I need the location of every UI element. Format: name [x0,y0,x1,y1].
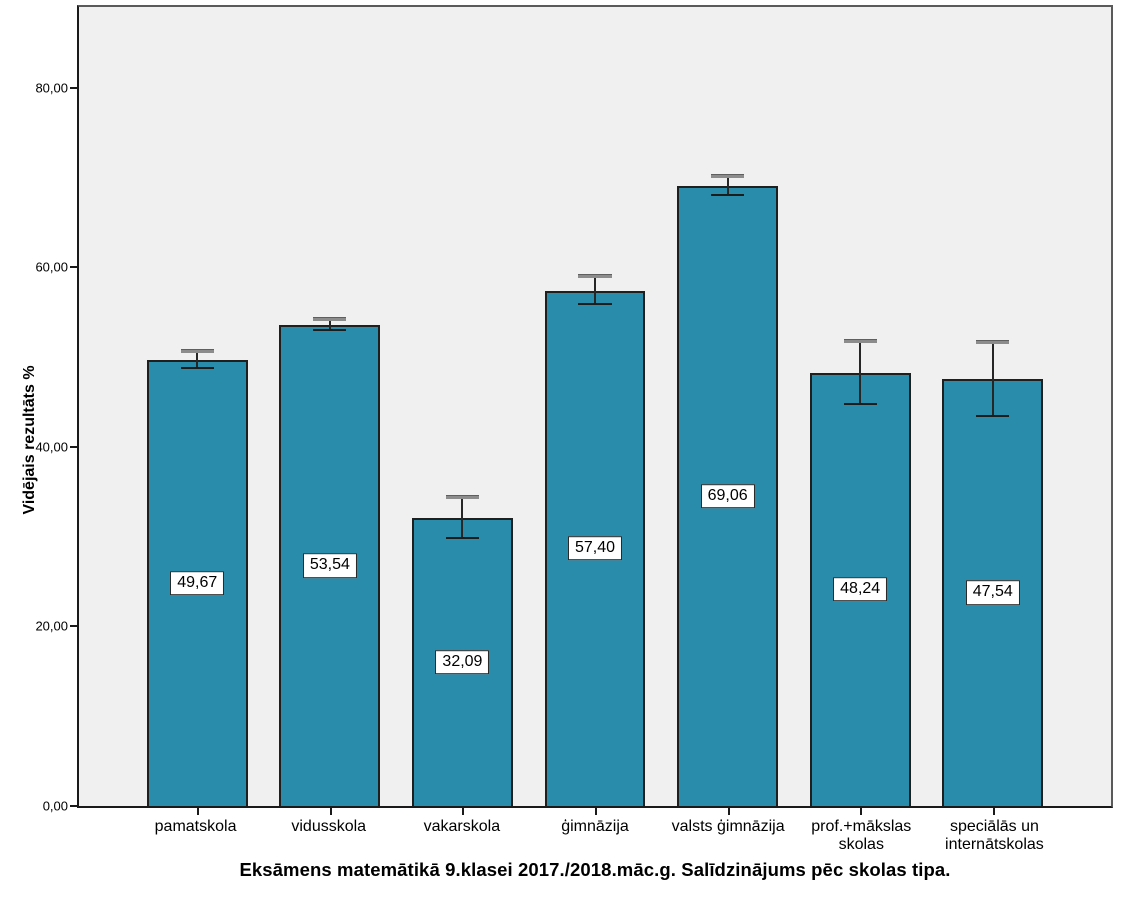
x-tick-label-valsts-imn-zija: valsts ģimnāzija [671,818,785,835]
bars-layer: 49,67 53,54 32,09 57,40 69,06 48,24 47,54 [79,7,1111,806]
error-bar-cap-top [711,174,745,179]
plot-area: 49,67 53,54 32,09 57,40 69,06 48,24 47,54 0,00… [35,5,1113,815]
x-tick-label-speci-l-s-un-intern-tskolas: speciālās un internātskolas [945,818,1044,854]
x-tick-mark [595,808,597,815]
bar-value-label: 32,09 [435,649,490,675]
x-tick-mark [462,808,465,815]
error-bar-cap-bottom [313,329,347,332]
bar-value-label: 49,67 [170,570,225,596]
error-bar-cap-top [313,317,347,322]
error-bar-line [328,320,331,331]
x-tick-label-vakarskola: vakarskola [423,818,501,835]
bar-value-label: 47,54 [965,580,1020,605]
chart-title: Eksāmens matemātikā 9.klasei 2017./2018.… [239,859,951,880]
error-bar-cap-bottom [711,193,745,196]
bar-cell-3: 32,09 [396,7,529,806]
y-tick-mark [70,86,77,89]
error-bar-cap-top [976,339,1010,344]
y-tick-mark [70,445,77,448]
error-bar-cap-bottom [976,414,1010,417]
x-tick-mark [197,808,200,815]
bar-cell-2: 53,54 [264,7,397,806]
x-tick-mark [329,808,332,815]
x-tick-label--imn-zija: ģimnāzija [561,818,629,835]
bar-value-label: 53,54 [302,553,357,578]
x-tick-label-pamatskola: pamatskola [154,818,237,835]
error-bar-cap-bottom [180,366,214,369]
x-tick-label-vidusskola: vidusskola [291,818,367,835]
bar-value-label: 69,06 [700,483,755,509]
y-tick-mark [70,625,77,628]
bar-cell-1: 49,67 [131,7,264,806]
y-tick-label: 0,00 [42,798,68,814]
error-bar-cap-bottom [578,303,612,306]
y-tick-label: 60,00 [35,259,68,275]
error-bar-cap-top [180,349,214,354]
error-bar-cap-top [843,338,877,343]
x-axis-category-labels: pamatskola vidusskola vakarskola ģimnāzija v… [77,818,1113,855]
x-tick-mark [727,808,730,815]
error-bar-cap-top [445,495,479,500]
bar-cell-4: 57,40 [529,7,662,806]
error-bar-cap-top [578,274,612,279]
error-bar-line [726,177,729,195]
error-bar-line [196,352,199,368]
error-bar-line [594,277,597,305]
y-tick-label: 40,00 [35,439,68,455]
y-tick-mark [70,805,77,807]
error-bar-cap-bottom [445,536,479,539]
bar-value-label: 57,40 [567,536,623,561]
bar-value-label: 48,24 [833,577,888,602]
x-tick-label-prof-m-kslas-skolas: prof.+mākslas skolas [811,818,912,854]
error-bar-line [859,341,862,405]
bar-cell-7: 47,54 [926,7,1059,806]
y-tick-label: 80,00 [35,80,68,96]
bar-cell-6: 48,24 [794,7,927,806]
y-tick-label: 20,00 [35,618,68,634]
error-bar-cap-bottom [843,403,877,406]
bar-cell-5: 69,06 [661,7,794,806]
error-bar-line [461,498,464,538]
y-tick-mark [70,266,77,269]
error-bar-line [991,342,994,416]
x-tick-mark [860,808,863,815]
x-tick-mark [992,808,995,815]
